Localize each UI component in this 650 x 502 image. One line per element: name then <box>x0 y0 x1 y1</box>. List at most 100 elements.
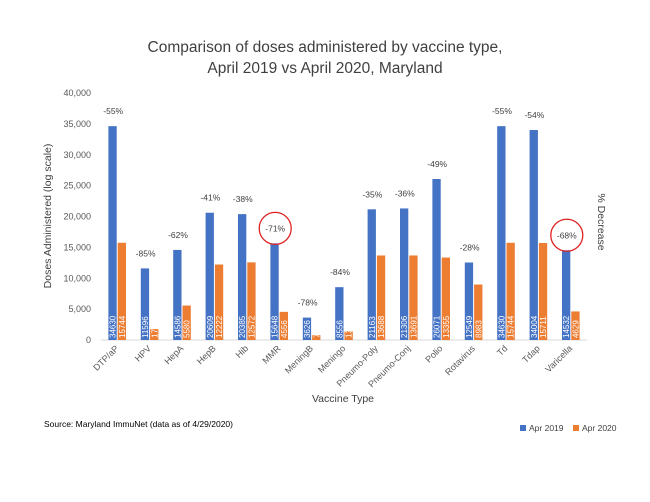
highlight-circles <box>258 211 584 252</box>
x-axis-title: Vaccine Type <box>312 393 374 405</box>
x-tick-label: HepB <box>195 343 218 366</box>
x-tick-label: Td <box>495 343 510 358</box>
bar-apr-2019-meningb <box>302 317 312 340</box>
chart-title-line-1: Comparison of doses administered by vacc… <box>148 39 503 56</box>
bar-value-label: 13355 <box>442 315 451 338</box>
bar-apr-2019-hib <box>238 214 247 340</box>
x-tick-label: Tdap <box>520 343 542 365</box>
bar-value-label: 1759 <box>150 320 159 338</box>
bar-apr-2020-tdap <box>538 242 548 340</box>
bar-value-label: 4556 <box>280 320 289 338</box>
x-tick-label: MeningB <box>283 343 315 375</box>
bar-apr-2020-hepb <box>214 264 224 340</box>
bar-apr-2019-meningo <box>335 287 344 340</box>
percent-decrease-label: -78% <box>298 298 318 308</box>
bar-value-label: 20609 <box>206 315 215 338</box>
y-tick-label: 15,000 <box>63 242 91 252</box>
bar-value-label: 34004 <box>530 315 539 338</box>
x-tick-label: MMR <box>260 343 283 366</box>
bar-value-label: 14586 <box>173 315 182 338</box>
bar-value-label: 12572 <box>247 315 256 338</box>
bars <box>108 126 580 340</box>
bar-value-label: 3626 <box>303 320 312 338</box>
bar-value-label: 8556 <box>335 320 344 338</box>
x-tick-label: Hib <box>234 343 251 360</box>
bar-apr-2020-rotavirus <box>474 284 483 340</box>
percent-decrease-label: -28% <box>460 243 480 253</box>
y-axis-ticks: 0 5,000 10,000 15,000 20,000 25,000 30,000 35,0… <box>63 88 91 345</box>
bar-value-label: 12549 <box>465 315 474 338</box>
percent-decrease-label: -41% <box>200 193 220 203</box>
bar-apr-2020-dtp-ap <box>117 242 126 340</box>
percent-decrease-label: -62% <box>168 230 188 240</box>
percent-decrease-label: -55% <box>492 106 512 116</box>
percent-decrease-label: -55% <box>103 106 123 116</box>
bar-apr-2020-varicella <box>571 311 580 340</box>
bar-value-label: 14532 <box>562 315 571 338</box>
legend: Apr 2019 Apr 2020 <box>520 423 617 433</box>
percent-decrease-label: -35% <box>362 189 382 199</box>
bar-apr-2020-hepa <box>182 305 191 340</box>
bar-apr-2019-varicella <box>562 250 571 340</box>
bar-value-label: 21306 <box>400 315 409 338</box>
y-tick-label: 20,000 <box>63 212 91 222</box>
bar-apr-2019-pneumo-poly <box>367 209 376 340</box>
legend-label-apr-2019: Apr 2019 <box>529 423 564 433</box>
highlight-circle-varicella <box>550 218 584 252</box>
bar-value-label: 26071 <box>433 315 442 338</box>
bar-apr-2019-hpv <box>140 268 150 340</box>
bar-apr-2020-hpv <box>150 329 159 340</box>
percent-decrease-labels: -55% -85% -62% -41% -38% -71% -78% -84% -35% -36%… <box>103 106 577 307</box>
chart-title-line-2: April 2019 vs April 2020, Maryland <box>207 60 442 77</box>
x-tick-label: Rotavirus <box>443 343 477 377</box>
bar-apr-2020-pneumo-conj <box>409 255 418 340</box>
bar-apr-2019-hepb <box>205 212 214 340</box>
percent-decrease-label: -38% <box>233 194 253 204</box>
bar-apr-2020-td <box>506 242 515 340</box>
y-axis-title: Doses Administered (log scale) <box>42 144 54 289</box>
x-tick-label: Meningo <box>316 343 347 374</box>
percent-decrease-label: -36% <box>395 188 415 198</box>
bar-value-label: 15711 <box>539 316 548 338</box>
secondary-y-axis-title: % Decrease <box>595 193 607 250</box>
y-tick-label: 40,000 <box>63 88 91 98</box>
x-tick-label: HepA <box>162 343 185 366</box>
bar-value-labels: 34630 15744 11596 1759 14586 5580 20609 12222 20… <box>109 315 581 338</box>
bar-value-label: 15744 <box>507 315 516 338</box>
bar-value-label: 34630 <box>109 315 118 338</box>
bar-apr-2020-meningo <box>344 331 353 340</box>
legend-label-apr-2020: Apr 2020 <box>582 423 617 433</box>
percent-decrease-label: -49% <box>427 159 447 169</box>
percent-decrease-label: -71% <box>265 223 285 233</box>
bar-apr-2019-mmr <box>270 243 279 340</box>
bar-value-label: 792 <box>312 324 321 338</box>
bar-apr-2020-meningb <box>312 335 321 340</box>
bar-apr-2020-hib <box>247 262 256 340</box>
y-tick-label: 30,000 <box>63 150 91 160</box>
bar-apr-2020-mmr <box>279 311 288 340</box>
bar-apr-2019-polio <box>432 179 441 340</box>
bar-value-label: 12222 <box>215 315 224 338</box>
bar-value-label: 13688 <box>377 315 386 338</box>
bar-apr-2019-rotavirus <box>464 262 474 340</box>
source-note: Source: Maryland ImmuNet (data as of 4/2… <box>44 419 233 429</box>
bar-value-label: 8983 <box>474 320 483 338</box>
bar-apr-2019-td <box>497 126 506 340</box>
bar-value-label: 15744 <box>118 315 127 338</box>
bar-value-label: 4629 <box>571 320 580 338</box>
bar-value-label: 13691 <box>409 315 418 338</box>
legend-swatch-apr-2020 <box>573 425 579 431</box>
percent-decrease-label: -85% <box>136 248 156 258</box>
bar-value-label: 1394 <box>345 320 354 338</box>
percent-decrease-label: -68% <box>557 230 577 240</box>
bar-apr-2019-dtp-ap <box>108 126 117 340</box>
y-tick-label: 0 <box>86 335 91 345</box>
bar-value-label: 11596 <box>141 316 150 338</box>
x-tick-label: HPV <box>133 343 153 363</box>
x-axis-ticks: DTP/aP HPV HepA HepB Hib MMR MeningB MeningoPne… <box>91 343 574 389</box>
bar-value-label: 34630 <box>497 315 506 338</box>
bar-apr-2019-pneumo-conj <box>400 208 409 340</box>
bar-apr-2019-tdap <box>529 130 538 340</box>
y-tick-label: 5,000 <box>68 304 91 314</box>
bar-value-label: 21163 <box>368 316 377 338</box>
